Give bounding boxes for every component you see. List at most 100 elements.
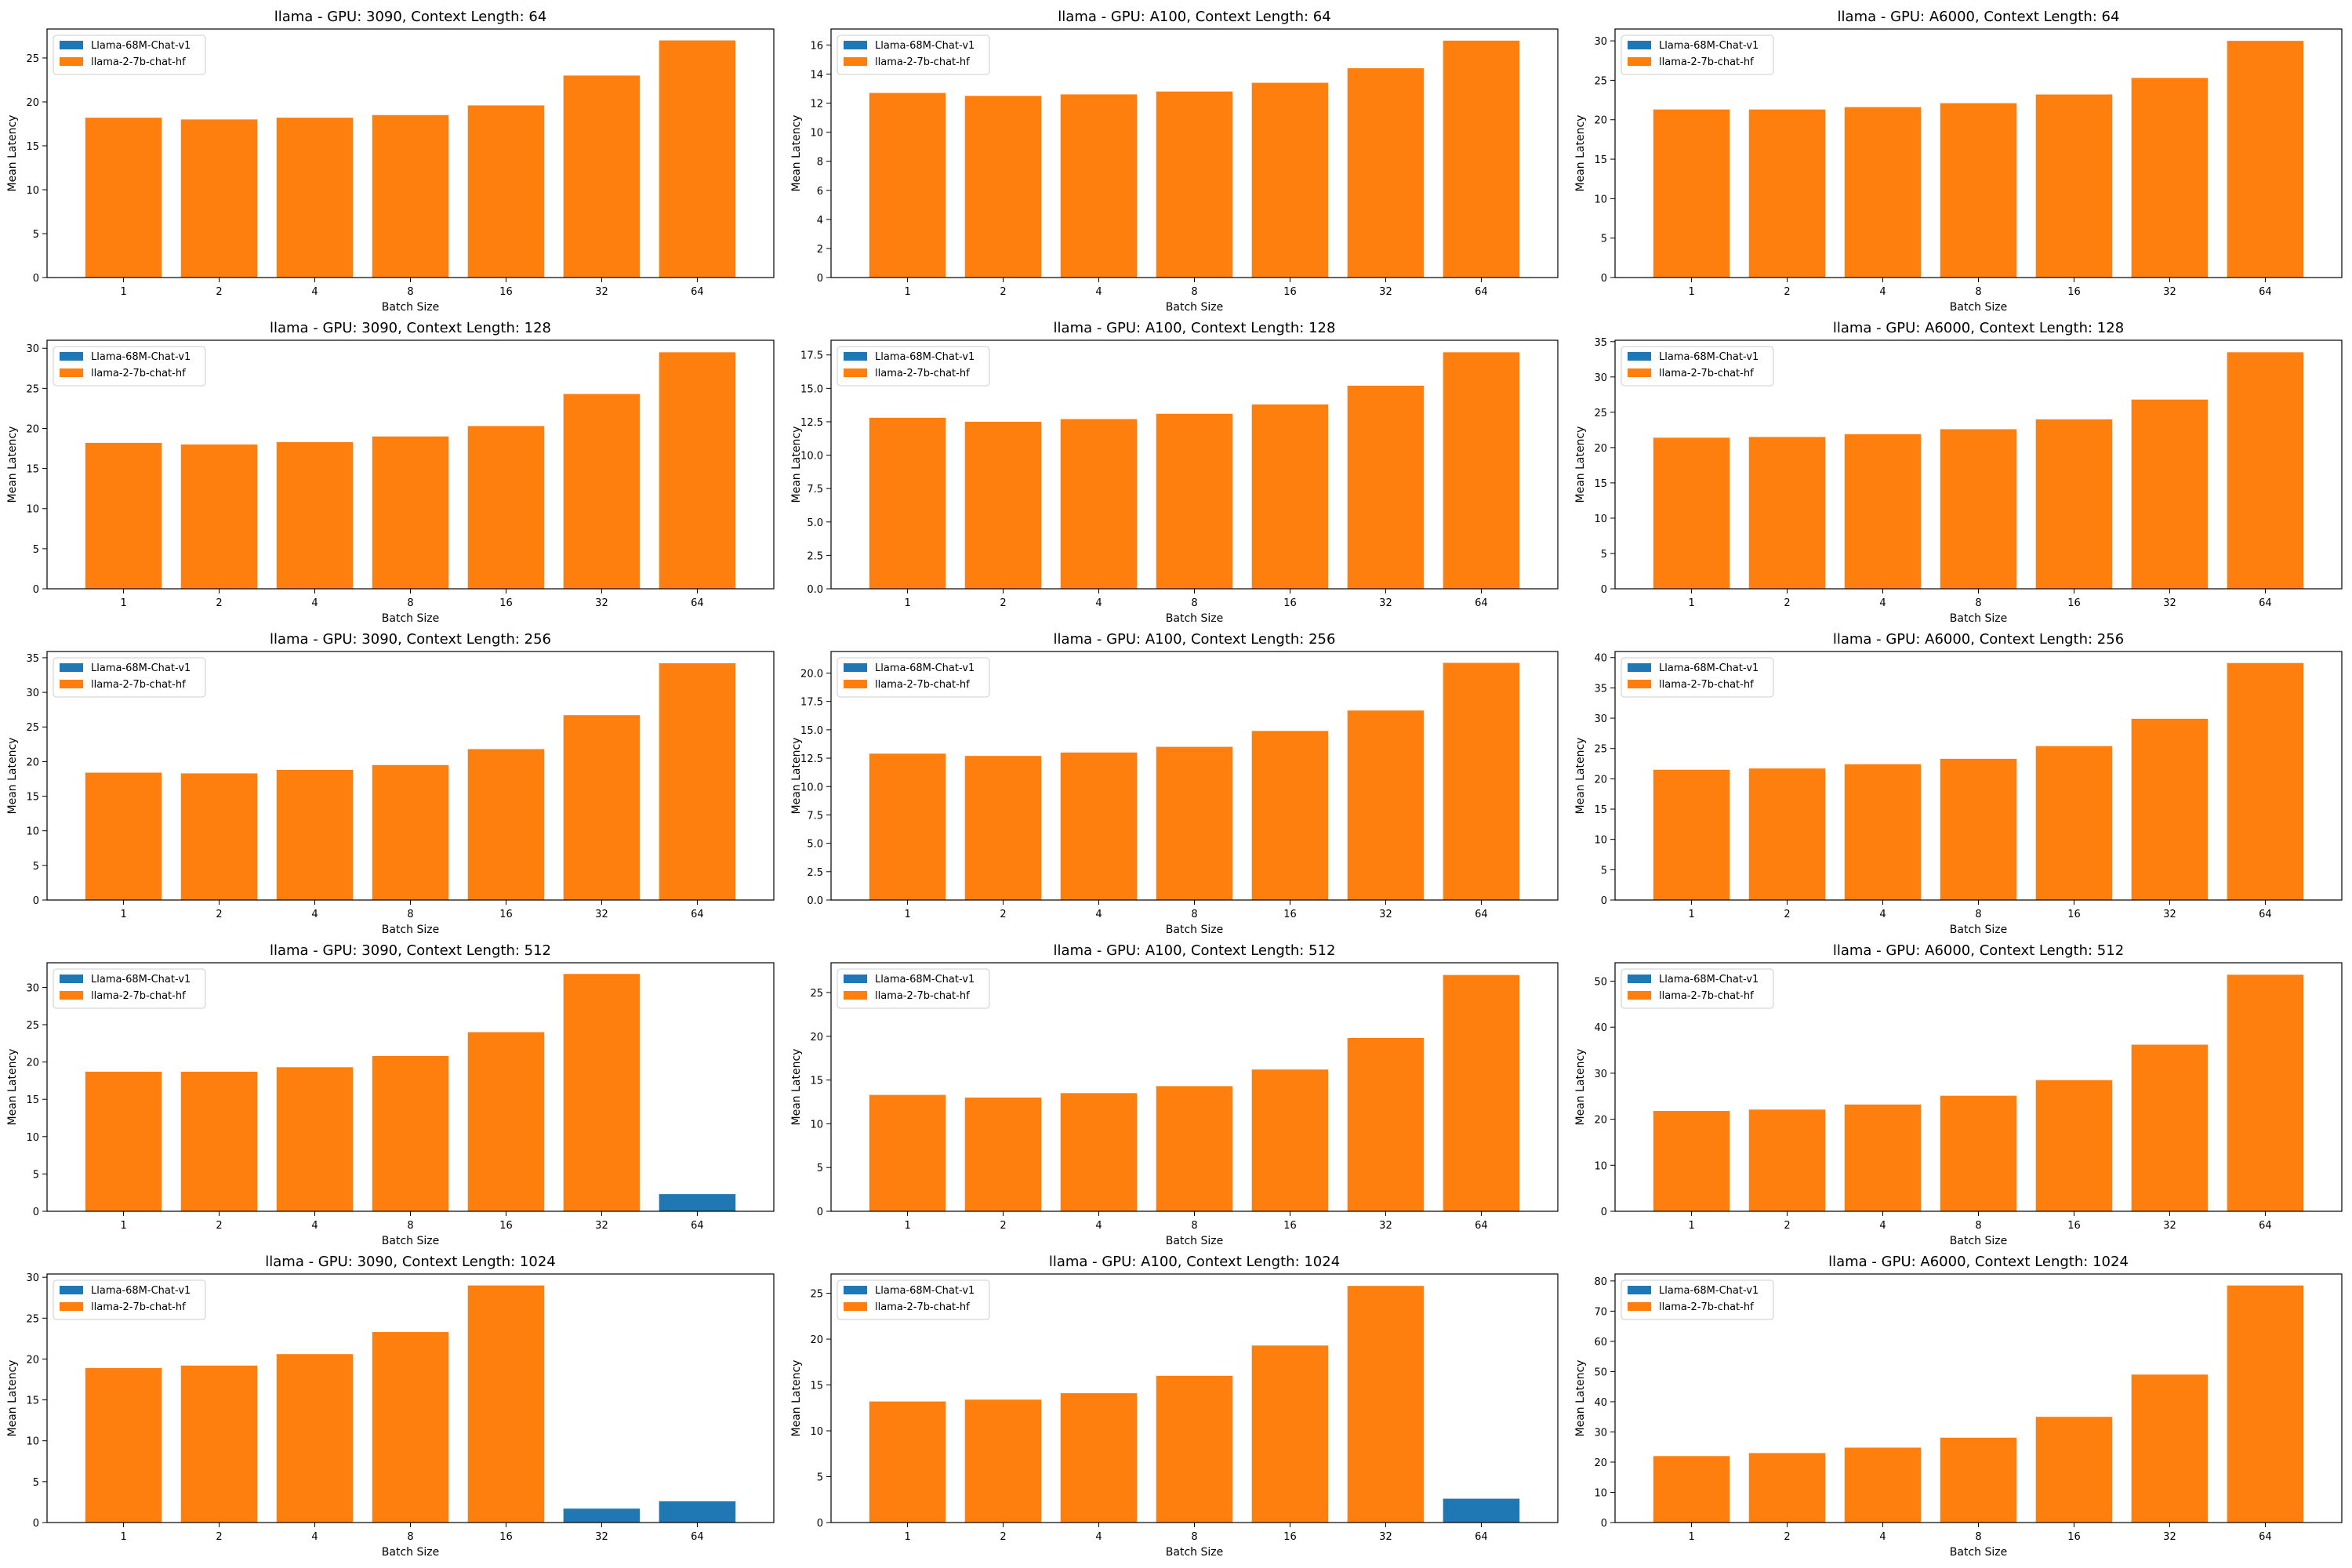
x-tick-label: 8 — [1975, 1220, 1981, 1232]
y-tick-label: 0 — [33, 273, 39, 285]
y-tick-label: 0.0 — [807, 584, 823, 596]
x-tick-label: 4 — [311, 1531, 318, 1543]
legend-box — [837, 968, 990, 1009]
bar-llama-2-7b-batch-64 — [2227, 662, 2304, 900]
legend-entry: Llama-68M-Chat-v1 — [875, 662, 975, 674]
legend-swatch — [1628, 57, 1651, 66]
x-tick-label: 64 — [691, 286, 704, 298]
x-tick-label: 1 — [904, 909, 910, 920]
y-tick-label: 0 — [1601, 584, 1607, 596]
bar-llama-2-7b-batch-2 — [1748, 768, 1826, 900]
x-tick-label: 1 — [1688, 1220, 1694, 1232]
legend-entry: llama-2-7b-chat-hf — [1659, 1301, 1754, 1313]
y-axis-label: Mean Latency — [6, 1049, 19, 1126]
y-tick-label: 10 — [810, 1119, 823, 1131]
y-tick-label: 20.0 — [800, 669, 823, 681]
y-tick-label: 70 — [1594, 1306, 1607, 1318]
legend-box — [53, 657, 206, 698]
y-tick-label: 0 — [33, 584, 39, 596]
legend-box — [837, 1279, 990, 1320]
bar-llama-2-7b-batch-4 — [1844, 1104, 1922, 1211]
y-tick-label: 10.0 — [800, 451, 823, 463]
bar-llama-2-7b-batch-8 — [372, 436, 449, 589]
legend: Llama-68M-Chat-v1 llama-2-7b-chat-hf — [837, 968, 990, 1009]
bar-llama-2-7b-batch-32 — [1347, 710, 1425, 900]
subplot-title: llama - GPU: 3090, Context Length: 512 — [270, 942, 551, 959]
legend: Llama-68M-Chat-v1 llama-2-7b-chat-hf — [1621, 657, 1774, 698]
y-tick-label: 0 — [33, 1518, 39, 1530]
y-tick-label: 12 — [810, 99, 823, 111]
y-tick-label: 10 — [1594, 514, 1607, 525]
bar-llama-2-7b-batch-2 — [180, 1365, 258, 1523]
bar-llama-2-7b-batch-8 — [1940, 429, 2017, 589]
legend-entry: llama-2-7b-chat-hf — [1659, 56, 1754, 68]
legend-entry: llama-2-7b-chat-hf — [1659, 990, 1754, 1002]
y-tick-label: 80 — [1594, 1276, 1607, 1288]
y-tick-label: 0 — [1601, 895, 1607, 907]
legend-entry: llama-2-7b-chat-hf — [91, 990, 186, 1002]
y-tick-label: 12.5 — [800, 417, 823, 429]
bar-llama-2-7b-batch-1 — [85, 1071, 162, 1211]
x-axis-label: Batch Size — [1950, 1546, 2007, 1559]
y-tick-label: 15 — [1594, 154, 1607, 166]
subplot-13: llama - GPU: 3090, Context Length: 1024 0… — [6, 1254, 775, 1559]
legend-swatch — [60, 1302, 83, 1311]
x-tick-label: 8 — [1191, 286, 1197, 298]
y-tick-label: 15 — [26, 464, 39, 476]
x-tick-label: 2 — [1000, 909, 1006, 920]
bar-llama-2-7b-batch-4 — [276, 118, 354, 278]
subplot-title: llama - GPU: 3090, Context Length: 256 — [270, 631, 551, 648]
bar-llama-2-7b-batch-2 — [180, 1071, 258, 1211]
subplot-2: llama - GPU: A100, Context Length: 64 0 2 4… — [790, 9, 1559, 314]
bar-llama-2-7b-batch-2 — [180, 119, 258, 278]
bar-llama-2-7b-batch-16 — [1251, 1345, 1329, 1523]
x-tick-label: 32 — [2163, 909, 2176, 920]
y-tick-label: 0 — [817, 1207, 823, 1218]
y-tick-label: 10 — [26, 1436, 39, 1448]
legend-box — [1621, 34, 1774, 75]
legend: Llama-68M-Chat-v1 llama-2-7b-chat-hf — [837, 1279, 990, 1320]
legend: Llama-68M-Chat-v1 llama-2-7b-chat-hf — [53, 346, 206, 387]
legend-swatch — [844, 975, 867, 983]
y-tick-label: 5 — [817, 1472, 823, 1484]
y-tick-label: 5.0 — [807, 839, 823, 851]
legend-entry: llama-2-7b-chat-hf — [875, 990, 970, 1002]
x-tick-label: 1 — [1688, 909, 1694, 920]
x-tick-label: 4 — [1095, 909, 1102, 920]
bar-llama-2-7b-batch-8 — [372, 114, 449, 278]
x-tick-label: 2 — [1784, 597, 1790, 609]
y-tick-label: 60 — [1594, 1337, 1607, 1348]
x-tick-label: 32 — [1379, 1531, 1392, 1543]
bar-llama-2-7b-batch-4 — [1060, 752, 1138, 900]
bar-llama-2-7b-batch-8 — [1156, 1086, 1233, 1211]
y-tick-label: 10 — [26, 1132, 39, 1144]
legend-swatch — [844, 1286, 867, 1294]
bar-llama-2-7b-batch-2 — [964, 1399, 1042, 1523]
bar-llama-2-7b-batch-2 — [964, 421, 1042, 589]
x-tick-label: 32 — [595, 286, 608, 298]
x-tick-label: 1 — [904, 597, 910, 609]
y-tick-label: 0 — [33, 895, 39, 907]
x-axis-label: Batch Size — [382, 1546, 439, 1559]
y-tick-label: 30 — [26, 982, 39, 994]
legend-box — [837, 346, 990, 387]
legend: Llama-68M-Chat-v1 llama-2-7b-chat-hf — [837, 34, 990, 75]
x-tick-label: 2 — [1000, 286, 1006, 298]
legend: Llama-68M-Chat-v1 llama-2-7b-chat-hf — [837, 346, 990, 387]
x-tick-label: 2 — [216, 1531, 222, 1543]
y-tick-label: 0 — [33, 1207, 39, 1218]
legend-entry: Llama-68M-Chat-v1 — [875, 974, 975, 985]
x-axis-label: Batch Size — [1950, 1235, 2007, 1247]
legend-swatch — [844, 663, 867, 672]
y-axis-label: Mean Latency — [1574, 738, 1587, 815]
legend-box — [1621, 1279, 1774, 1320]
x-tick-label: 16 — [1283, 1220, 1297, 1232]
y-tick-label: 16 — [810, 40, 823, 52]
y-tick-label: 25 — [26, 383, 39, 395]
x-tick-label: 4 — [311, 597, 318, 609]
legend-swatch — [1628, 352, 1651, 361]
y-tick-label: 25 — [1594, 744, 1607, 756]
y-tick-label: 15.0 — [800, 383, 823, 395]
y-tick-label: 2.5 — [807, 550, 823, 562]
legend-swatch — [844, 41, 867, 49]
